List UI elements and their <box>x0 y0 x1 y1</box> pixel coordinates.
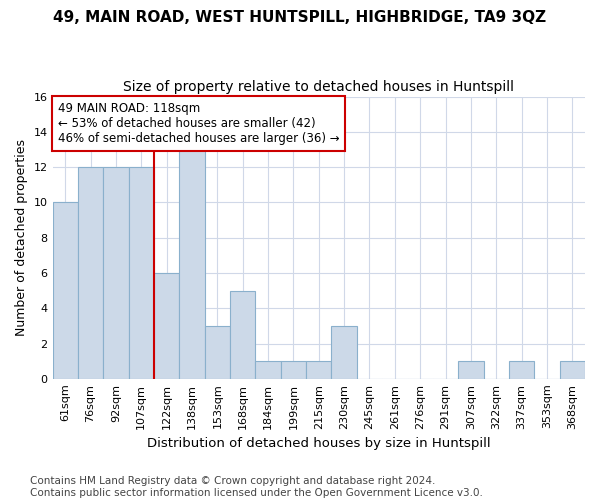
Bar <box>306 361 331 379</box>
Bar <box>103 167 128 379</box>
Bar <box>281 361 306 379</box>
Bar <box>256 361 281 379</box>
Text: Contains HM Land Registry data © Crown copyright and database right 2024.
Contai: Contains HM Land Registry data © Crown c… <box>30 476 483 498</box>
Bar <box>53 202 78 379</box>
Text: 49, MAIN ROAD, WEST HUNTSPILL, HIGHBRIDGE, TA9 3QZ: 49, MAIN ROAD, WEST HUNTSPILL, HIGHBRIDG… <box>53 10 547 25</box>
Bar <box>458 361 484 379</box>
X-axis label: Distribution of detached houses by size in Huntspill: Distribution of detached houses by size … <box>147 437 491 450</box>
Title: Size of property relative to detached houses in Huntspill: Size of property relative to detached ho… <box>123 80 514 94</box>
Bar <box>509 361 534 379</box>
Text: 49 MAIN ROAD: 118sqm
← 53% of detached houses are smaller (42)
46% of semi-detac: 49 MAIN ROAD: 118sqm ← 53% of detached h… <box>58 102 340 145</box>
Bar <box>179 150 205 379</box>
Bar <box>560 361 585 379</box>
Bar <box>128 167 154 379</box>
Bar <box>78 167 103 379</box>
Y-axis label: Number of detached properties: Number of detached properties <box>15 139 28 336</box>
Bar <box>230 290 256 379</box>
Bar <box>331 326 357 379</box>
Bar <box>154 273 179 379</box>
Bar <box>205 326 230 379</box>
